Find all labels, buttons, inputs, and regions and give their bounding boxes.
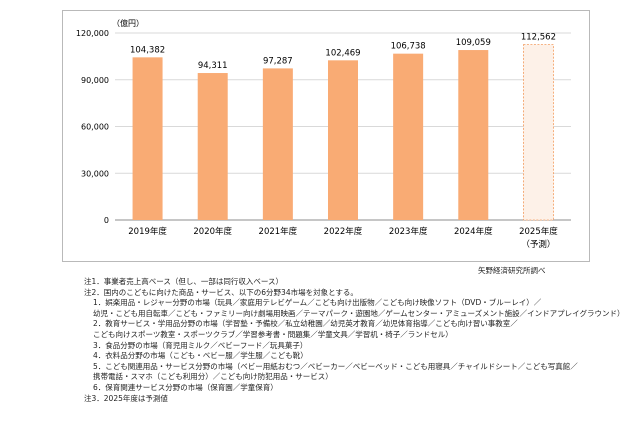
- y-tick-label: 0: [104, 216, 109, 225]
- note-line: 注3．2025年度は予測値: [84, 393, 168, 403]
- x-tick-label: 2024年度: [454, 226, 493, 237]
- x-tick-label: 2022年度: [324, 226, 363, 237]
- data-label: 112,562: [521, 33, 556, 43]
- x-tick-label: 2020年度: [193, 226, 232, 237]
- y-tick-label: 60,000: [81, 123, 109, 132]
- bar-chart: （億円） 0 30,000 60,000 90,000 120,000 104,382 201…: [76, 18, 571, 250]
- x-tick-sublabel: （予測）: [521, 239, 555, 250]
- x-tick-label: 2023年度: [389, 226, 428, 237]
- bar: [197, 73, 228, 220]
- note-line: 幼児・こども用自転車／こども・ファミリー向け劇場用映画／テーマパーク・遊園地／ゲ…: [93, 308, 625, 318]
- data-label: 94,311: [198, 61, 228, 71]
- note-line: 3．食品分野の市場（育児用ミルク／ベビーフード／玩具菓子）: [93, 340, 308, 350]
- note-line: 5．こども関連用品・サービス分野の市場（ベビー用紙おむつ／ベビーカー／ベビーベッ…: [93, 361, 578, 371]
- bar: [328, 60, 358, 221]
- chart-container: （億円） 0 30,000 60,000 90,000 120,000 104,382 201…: [62, 10, 590, 262]
- note-line: 6．保育関連サービス分野の市場（保育園／学童保育）: [93, 382, 278, 392]
- note-line: 注2．国内のこどもに向けた商品・サービス、以下の6分野34市場を対象とする。: [84, 287, 358, 297]
- x-tick-label: 2021年度: [259, 226, 298, 237]
- source-credit: 矢野経済研究所調べ: [478, 266, 546, 275]
- data-label: 109,059: [456, 38, 491, 48]
- y-tick-label: 30,000: [81, 169, 109, 178]
- note-line: 1．娯楽用品・レジャー分野の市場（玩具／家庭用テレビゲーム／こども向け出版物／こ…: [93, 298, 542, 308]
- data-label: 97,287: [263, 56, 293, 66]
- bar: [262, 68, 293, 220]
- forecast-bar: [523, 44, 554, 221]
- x-tick-label: 2019年度: [128, 226, 167, 237]
- note-line: 4．衣料品分野の市場（こども・ベビー服／学生服／こども靴）: [93, 351, 308, 361]
- notes-section: 注1．事業者売上高ベース（但し、一部は同行収入ベース） 注2．国内のこどもに向けた…: [84, 277, 625, 404]
- y-axis-unit-label: （億円）: [112, 18, 144, 28]
- data-label: 106,738: [391, 42, 426, 52]
- y-tick-label: 120,000: [76, 29, 109, 38]
- note-line: こども向けスポーツ教室・スポーツクラブ／学習参考書・問題集／学童文具／学習机・椅…: [93, 329, 453, 339]
- note-line: 注1．事業者売上高ベース（但し、一部は同行収入ベース）: [84, 277, 284, 286]
- bar: [458, 50, 489, 220]
- bar: [132, 57, 163, 221]
- x-tick-label: 2025年度: [519, 226, 558, 237]
- note-line: 2．教育サービス・学用品分野の市場（学習塾・予備校／私立幼稚園／幼児英才教育／幼…: [93, 319, 518, 329]
- data-label: 102,469: [325, 48, 360, 58]
- data-label: 104,382: [130, 45, 165, 55]
- bar: [393, 53, 424, 220]
- note-line: 携帯電話・スマホ（こども利用分）／こども向け防犯用品・サービス）: [93, 372, 333, 382]
- y-tick-label: 90,000: [81, 76, 109, 85]
